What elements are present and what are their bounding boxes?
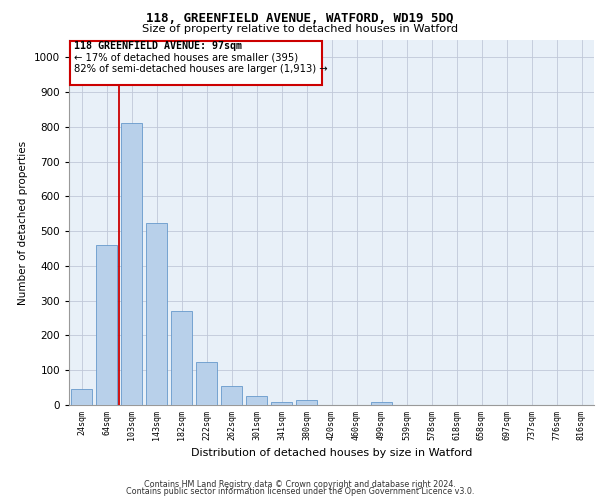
- Text: 118 GREENFIELD AVENUE: 97sqm: 118 GREENFIELD AVENUE: 97sqm: [74, 41, 242, 51]
- Text: Contains public sector information licensed under the Open Government Licence v3: Contains public sector information licen…: [126, 487, 474, 496]
- Text: Contains HM Land Registry data © Crown copyright and database right 2024.: Contains HM Land Registry data © Crown c…: [144, 480, 456, 489]
- Text: 82% of semi-detached houses are larger (1,913) →: 82% of semi-detached houses are larger (…: [74, 64, 328, 74]
- Text: 118, GREENFIELD AVENUE, WATFORD, WD19 5DQ: 118, GREENFIELD AVENUE, WATFORD, WD19 5D…: [146, 12, 454, 26]
- Bar: [371, 402, 392, 405]
- X-axis label: Distribution of detached houses by size in Watford: Distribution of detached houses by size …: [191, 448, 472, 458]
- Bar: [271, 402, 292, 405]
- Bar: [221, 386, 242, 405]
- Bar: [71, 390, 92, 405]
- Bar: [246, 396, 267, 405]
- Bar: [196, 362, 217, 405]
- Y-axis label: Number of detached properties: Number of detached properties: [18, 140, 28, 304]
- FancyBboxPatch shape: [70, 40, 322, 85]
- Text: Size of property relative to detached houses in Watford: Size of property relative to detached ho…: [142, 24, 458, 34]
- Bar: [146, 222, 167, 405]
- Bar: [96, 245, 117, 405]
- Bar: [171, 311, 192, 405]
- Bar: [296, 400, 317, 405]
- Text: ← 17% of detached houses are smaller (395): ← 17% of detached houses are smaller (39…: [74, 52, 298, 62]
- Bar: [121, 124, 142, 405]
